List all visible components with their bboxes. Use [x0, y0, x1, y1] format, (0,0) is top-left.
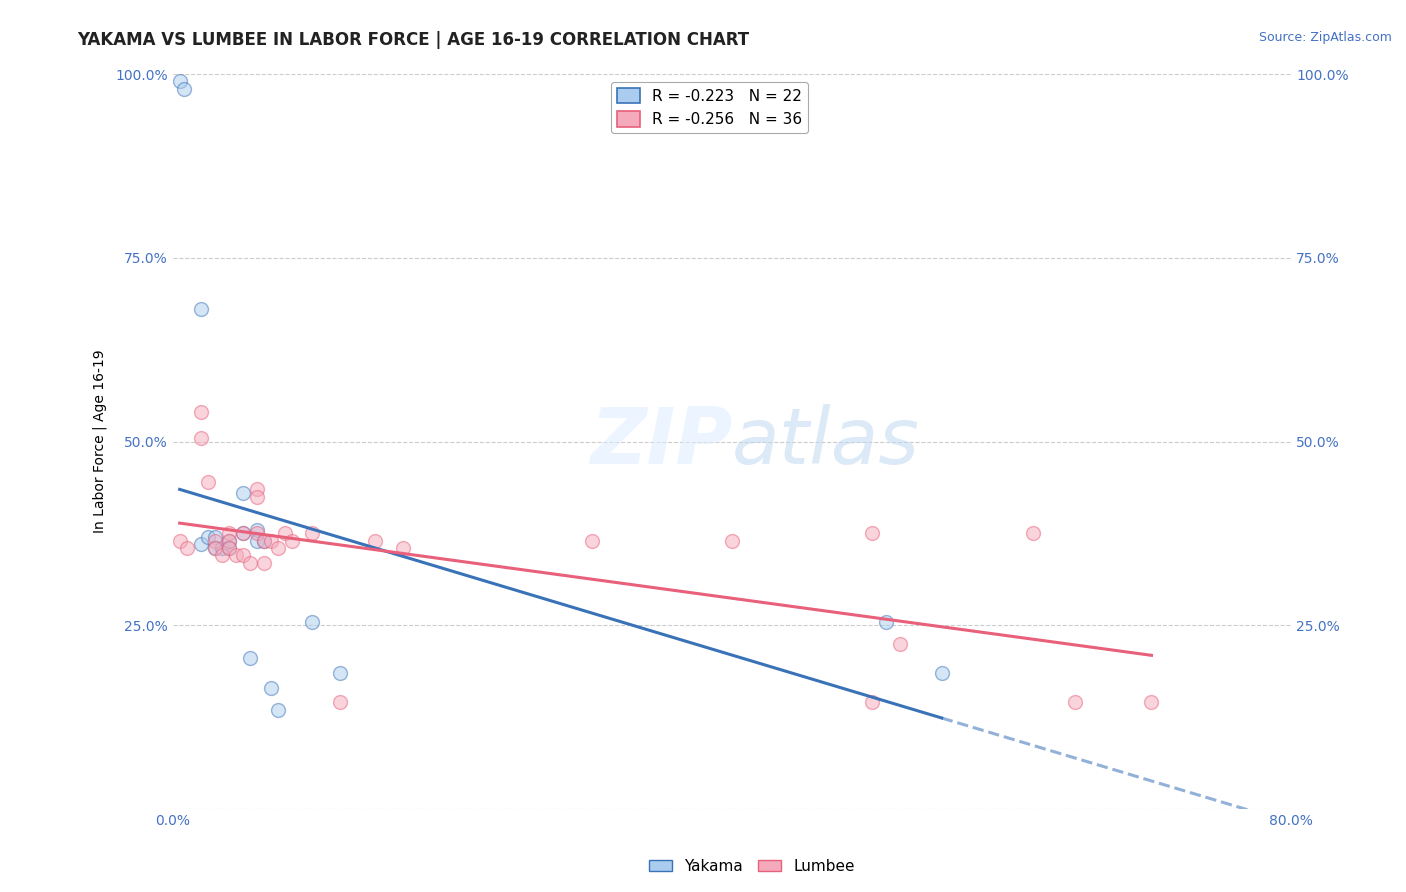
Point	[889, 637, 911, 651]
Point	[169, 533, 191, 548]
Text: YAKAMA VS LUMBEE IN LABOR FORCE | AGE 16-19 CORRELATION CHART: YAKAMA VS LUMBEE IN LABOR FORCE | AGE 16…	[77, 31, 749, 49]
Point	[218, 533, 240, 548]
Point	[204, 541, 226, 555]
Y-axis label: In Labor Force | Age 16-19: In Labor Force | Age 16-19	[93, 350, 107, 533]
Point	[169, 74, 191, 88]
Point	[173, 81, 195, 95]
Point	[860, 526, 883, 541]
Point	[259, 533, 281, 548]
Point	[273, 526, 295, 541]
Point	[931, 666, 953, 681]
Point	[225, 549, 247, 563]
Point	[238, 651, 260, 665]
Point	[875, 615, 897, 629]
Point	[232, 549, 254, 563]
Point	[197, 475, 219, 489]
Point	[329, 696, 352, 710]
Point	[364, 533, 387, 548]
Point	[218, 541, 240, 555]
Point	[190, 431, 212, 445]
Point	[211, 541, 233, 555]
Point	[329, 666, 352, 681]
Point	[301, 615, 323, 629]
Point	[860, 696, 883, 710]
Legend: R = -0.223   N = 22, R = -0.256   N = 36: R = -0.223 N = 22, R = -0.256 N = 36	[610, 82, 808, 134]
Point	[218, 533, 240, 548]
Text: ZIP: ZIP	[589, 403, 733, 480]
Point	[1140, 696, 1163, 710]
Point	[1021, 526, 1043, 541]
Point	[721, 533, 744, 548]
Point	[280, 533, 302, 548]
Text: atlas: atlas	[733, 403, 920, 480]
Point	[232, 526, 254, 541]
Point	[204, 530, 226, 544]
Point	[245, 490, 267, 504]
Point	[218, 541, 240, 555]
Point	[211, 549, 233, 563]
Point	[259, 681, 281, 695]
Text: Source: ZipAtlas.com: Source: ZipAtlas.com	[1258, 31, 1392, 45]
Point	[204, 533, 226, 548]
Point	[204, 541, 226, 555]
Point	[232, 486, 254, 500]
Point	[252, 533, 274, 548]
Point	[190, 537, 212, 551]
Point	[266, 703, 288, 717]
Legend: Yakama, Lumbee: Yakama, Lumbee	[643, 853, 862, 880]
Point	[197, 530, 219, 544]
Point	[301, 526, 323, 541]
Point	[245, 523, 267, 537]
Point	[245, 483, 267, 497]
Point	[1063, 696, 1085, 710]
Point	[176, 541, 198, 555]
Point	[190, 405, 212, 419]
Point	[218, 526, 240, 541]
Point	[392, 541, 415, 555]
Point	[232, 526, 254, 541]
Point	[245, 526, 267, 541]
Point	[266, 541, 288, 555]
Point	[190, 302, 212, 317]
Point	[238, 556, 260, 570]
Point	[252, 533, 274, 548]
Point	[245, 533, 267, 548]
Point	[581, 533, 603, 548]
Point	[252, 556, 274, 570]
